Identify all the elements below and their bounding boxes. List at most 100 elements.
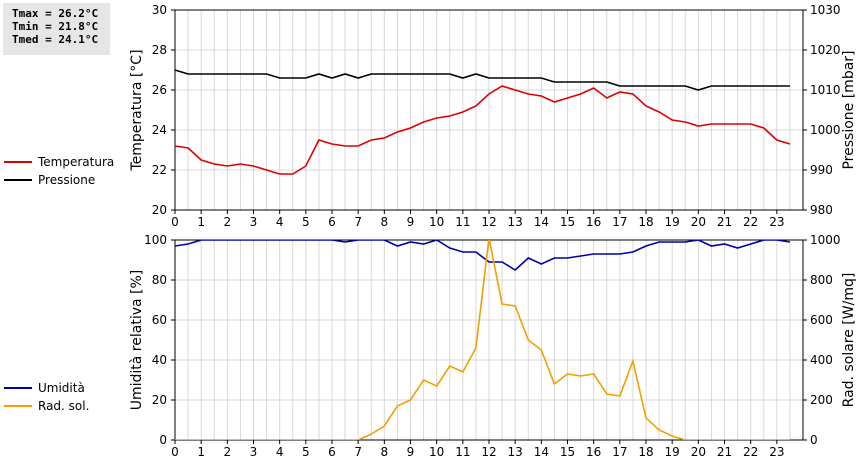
- y-right-axis-label: Pressione [mbar]: [841, 50, 857, 169]
- x-tick-label: 8: [381, 445, 389, 459]
- x-tick-label: 1: [197, 215, 205, 229]
- x-tick-label: 18: [638, 445, 653, 459]
- x-tick-label: 22: [743, 445, 758, 459]
- x-tick-label: 11: [455, 445, 470, 459]
- y-left-tick-label: 80: [152, 273, 167, 287]
- y-right-tick-label: 1000: [810, 233, 841, 247]
- x-tick-label: 17: [612, 445, 627, 459]
- x-tick-label: 0: [171, 215, 179, 229]
- y-right-tick-label: 1000: [810, 123, 841, 137]
- x-tick-label: 11: [455, 215, 470, 229]
- y-right-axis-label: Rad. solare [W/mq]: [841, 273, 857, 408]
- x-tick-label: 3: [250, 215, 258, 229]
- y-left-tick-label: 20: [152, 203, 167, 217]
- y-left-tick-label: 22: [152, 163, 167, 177]
- chart-panel-0: 0 1 2 3 4 5 6 7 8 9 10 11 12 13 14 15 16 17 18 19 20 21 22 2320…: [129, 3, 857, 229]
- legend-item-pressione: Pressione: [4, 171, 114, 189]
- x-tick-label: 6: [328, 445, 336, 459]
- x-tick-label: 4: [276, 215, 284, 229]
- x-tick-label: 2: [224, 445, 232, 459]
- x-tick-label: 1: [197, 445, 205, 459]
- stat-tmin: Tmin = 21.8°C: [12, 20, 99, 33]
- legend-label: Rad. sol.: [38, 399, 90, 413]
- x-tick-label: 13: [508, 445, 523, 459]
- y-left-tick-label: 0: [159, 433, 167, 447]
- y-right-tick-label: 800: [810, 273, 833, 287]
- x-tick-label: 9: [407, 445, 415, 459]
- x-tick-label: 21: [717, 215, 732, 229]
- y-left-axis-label: Umidità relativa [%]: [129, 270, 145, 411]
- x-tick-label: 12: [481, 215, 496, 229]
- legend-label: Umidità: [38, 381, 85, 395]
- y-right-tick-label: 200: [810, 393, 833, 407]
- series-line-temperatura: [175, 85, 791, 175]
- x-tick-label: 23: [769, 445, 784, 459]
- x-tick-label: 3: [250, 445, 258, 459]
- legend-item-radsol: Rad. sol.: [4, 397, 89, 415]
- x-tick-label: 16: [586, 215, 601, 229]
- x-tick-label: 17: [612, 215, 627, 229]
- y-left-tick-label: 100: [144, 233, 167, 247]
- y-left-tick-label: 28: [152, 43, 167, 57]
- y-right-tick-label: 1020: [810, 43, 841, 57]
- y-right-tick-label: 400: [810, 353, 833, 367]
- x-tick-label: 23: [769, 215, 784, 229]
- stat-tmed: Tmed = 24.1°C: [12, 33, 99, 46]
- x-tick-label: 20: [691, 445, 706, 459]
- legend-top: Temperatura Pressione: [4, 153, 114, 189]
- x-tick-label: 2: [224, 215, 232, 229]
- x-tick-label: 12: [481, 445, 496, 459]
- x-tick-label: 6: [328, 215, 336, 229]
- y-right-tick-label: 0: [810, 433, 818, 447]
- x-tick-label: 19: [665, 445, 680, 459]
- y-right-tick-label: 990: [810, 163, 833, 177]
- x-tick-label: 22: [743, 215, 758, 229]
- x-tick-label: 14: [534, 215, 549, 229]
- x-tick-label: 7: [354, 215, 362, 229]
- y-right-tick-label: 980: [810, 203, 833, 217]
- series-line-pressione: [175, 69, 790, 91]
- y-left-tick-label: 60: [152, 313, 167, 327]
- x-tick-label: 15: [560, 445, 575, 459]
- x-tick-label: 10: [429, 215, 444, 229]
- x-tick-label: 8: [381, 215, 389, 229]
- x-tick-label: 5: [302, 445, 310, 459]
- legend-bottom: Umidità Rad. sol.: [4, 379, 89, 415]
- x-tick-label: 16: [586, 445, 601, 459]
- x-tick-label: 13: [508, 215, 523, 229]
- y-left-tick-label: 40: [152, 353, 167, 367]
- stat-tmax: Tmax = 26.2°C: [12, 7, 99, 20]
- y-left-axis-label: Temperatura [°C]: [129, 49, 145, 171]
- y-right-tick-label: 1030: [810, 3, 841, 17]
- x-tick-label: 5: [302, 215, 310, 229]
- series-line-rad-sol: [175, 240, 790, 440]
- legend-swatch: [4, 405, 32, 407]
- x-tick-label: 0: [171, 445, 179, 459]
- y-left-tick-label: 26: [152, 83, 167, 97]
- legend-swatch: [4, 179, 32, 181]
- series-line-umidit: [175, 240, 791, 271]
- y-left-tick-label: 30: [152, 3, 167, 17]
- x-tick-label: 20: [691, 215, 706, 229]
- x-tick-label: 7: [354, 445, 362, 459]
- y-left-tick-label: 20: [152, 393, 167, 407]
- chart-panel-1: 0 1 2 3 4 5 6 7 8 9 10 11 12 13 14 15 16 17 18 19 20 21 22 2302…: [129, 233, 857, 459]
- y-right-tick-label: 1010: [810, 83, 841, 97]
- y-left-tick-label: 24: [152, 123, 167, 137]
- x-tick-label: 14: [534, 445, 549, 459]
- x-tick-label: 15: [560, 215, 575, 229]
- x-tick-label: 10: [429, 445, 444, 459]
- legend-item-temperatura: Temperatura: [4, 153, 114, 171]
- legend-label: Temperatura: [38, 155, 115, 169]
- x-tick-label: 21: [717, 445, 732, 459]
- y-right-tick-label: 600: [810, 313, 833, 327]
- legend-item-umidita: Umidità: [4, 379, 89, 397]
- x-tick-label: 9: [407, 215, 415, 229]
- x-tick-label: 4: [276, 445, 284, 459]
- x-tick-label: 18: [638, 215, 653, 229]
- legend-swatch: [4, 161, 32, 163]
- legend-label: Pressione: [38, 173, 96, 187]
- legend-swatch: [4, 387, 32, 389]
- x-tick-label: 19: [665, 215, 680, 229]
